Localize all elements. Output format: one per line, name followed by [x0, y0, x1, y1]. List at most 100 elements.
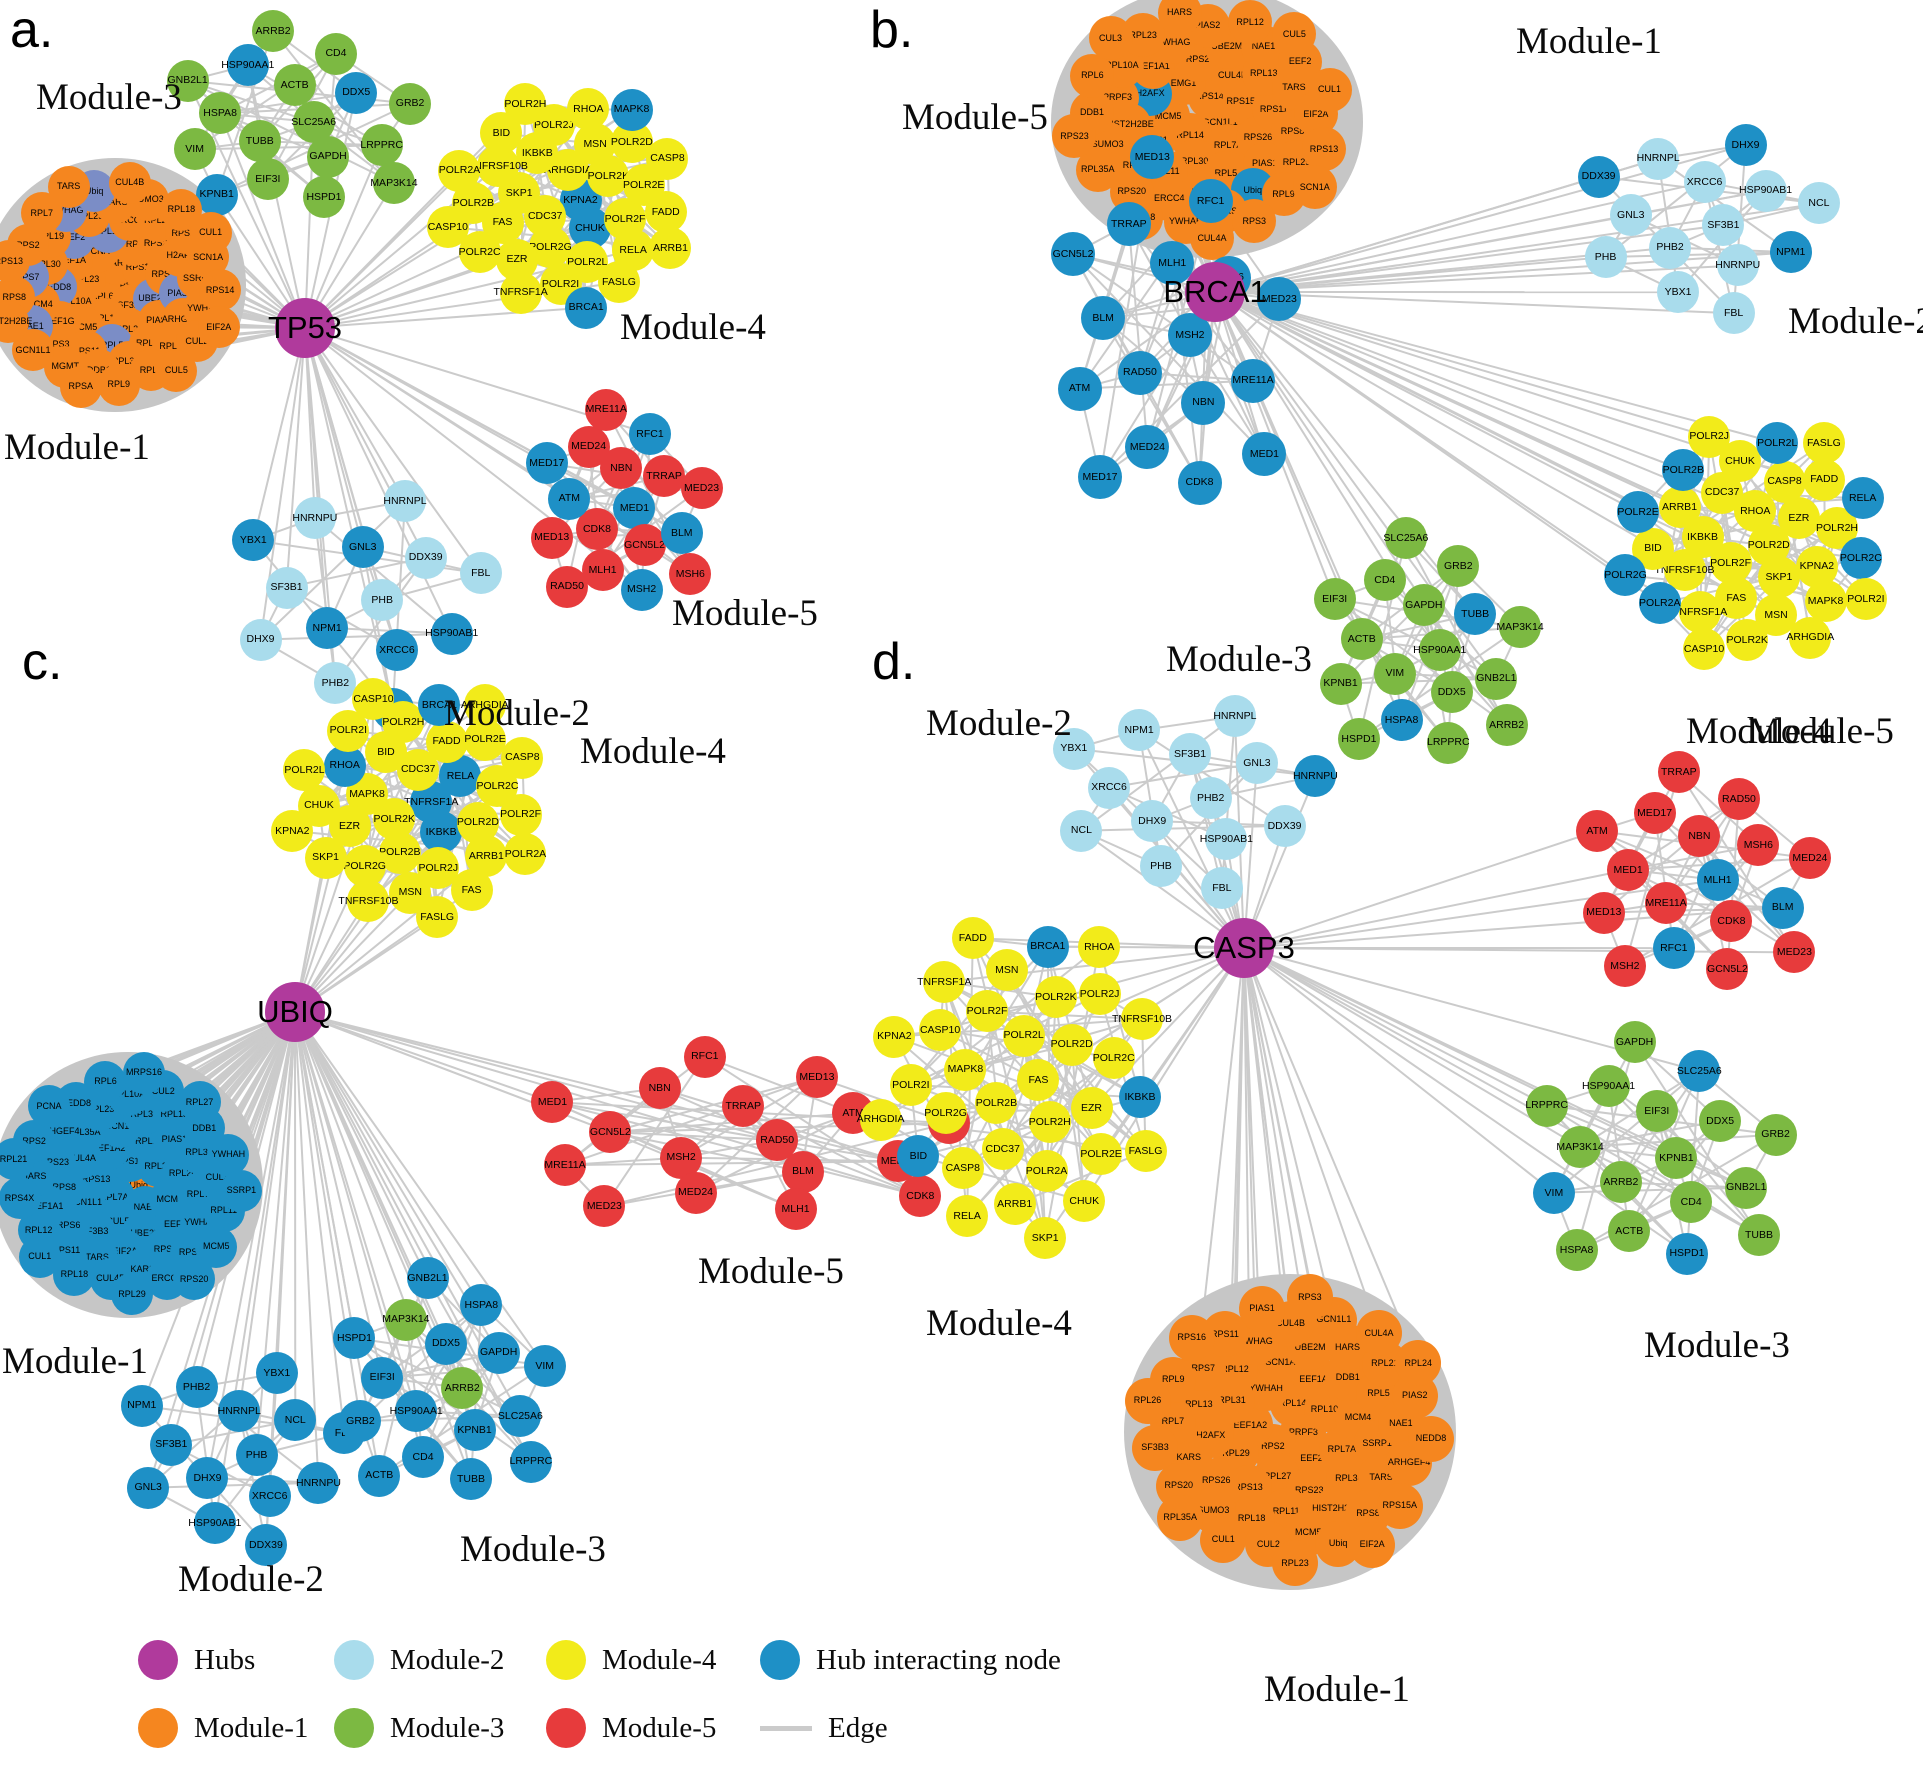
node-fbl[interactable]: FBL: [1200, 866, 1243, 909]
node-polr2i[interactable]: POLR2I: [539, 263, 582, 306]
node-ybx1[interactable]: YBX1: [1657, 271, 1700, 314]
node-ezr[interactable]: EZR: [1070, 1087, 1113, 1130]
node-cd4[interactable]: CD4: [1670, 1180, 1713, 1223]
node-ddx39[interactable]: DDX39: [404, 536, 447, 579]
node-tubb[interactable]: TUBB: [1454, 592, 1497, 635]
node-fas[interactable]: FAS: [450, 869, 493, 912]
node-rpl26[interactable]: RPL26: [1124, 1377, 1171, 1424]
node-med13[interactable]: MED13: [530, 516, 573, 559]
node-gcn5l2[interactable]: GCN5L2: [1706, 948, 1749, 991]
node-polr2b[interactable]: POLR2B: [975, 1082, 1018, 1125]
node-blm[interactable]: BLM: [781, 1150, 824, 1193]
node-polr2h[interactable]: POLR2H: [382, 700, 424, 743]
node-phb2[interactable]: PHB2: [314, 661, 357, 704]
node-mre11a[interactable]: MRE11A: [585, 388, 628, 431]
node-tnfrsf10b[interactable]: TNFRSF10B: [1112, 998, 1172, 1041]
node-npm1[interactable]: NPM1: [306, 606, 349, 649]
node-faslg[interactable]: FASLG: [1124, 1130, 1167, 1173]
node-blm[interactable]: BLM: [1761, 886, 1804, 929]
node-rfc1[interactable]: RFC1: [628, 412, 671, 455]
node-cd4[interactable]: CD4: [1363, 559, 1406, 602]
hub-casp3[interactable]: CASP3: [1193, 918, 1295, 978]
node-polr2g[interactable]: POLR2G: [343, 844, 386, 887]
node-hnrnpu[interactable]: HNRNPU: [296, 1461, 341, 1504]
node-rfc1[interactable]: RFC1: [1188, 179, 1233, 224]
node-rpl27[interactable]: RPL27: [178, 1081, 221, 1124]
node-trrap[interactable]: TRRAP: [643, 455, 686, 498]
node-rpl23[interactable]: RPL23: [1272, 1540, 1319, 1587]
node-ikbkb[interactable]: IKBKB: [1118, 1076, 1161, 1119]
node-npm1[interactable]: NPM1: [1118, 709, 1161, 752]
node-arrb1[interactable]: ARRB1: [993, 1183, 1036, 1226]
node-hnrnpl[interactable]: HNRNPL: [1637, 137, 1680, 180]
node-ncl[interactable]: NCL: [1060, 809, 1103, 852]
node-cul4a[interactable]: CUL4A: [1189, 216, 1234, 261]
node-slc25a6[interactable]: SLC25A6: [1383, 517, 1428, 560]
node-arrb1[interactable]: ARRB1: [1658, 485, 1701, 528]
node-gcn1l1[interactable]: GCN1L1: [1310, 1296, 1357, 1343]
node-grb2[interactable]: GRB2: [1754, 1113, 1797, 1156]
node-ezr[interactable]: EZR: [1777, 496, 1820, 539]
node-grb2[interactable]: GRB2: [339, 1400, 382, 1443]
node-fadd[interactable]: FADD: [644, 190, 687, 233]
node-blm[interactable]: BLM: [660, 512, 703, 555]
node-med1[interactable]: MED1: [1242, 432, 1287, 477]
node-lrpprc[interactable]: LRPPRC: [360, 124, 403, 167]
node-nbn[interactable]: NBN: [1181, 380, 1226, 425]
node-rps16[interactable]: RPS16: [1168, 1314, 1215, 1361]
node-med17[interactable]: MED17: [1633, 791, 1676, 834]
node-med1[interactable]: MED1: [1607, 848, 1650, 891]
node-gnb2l1[interactable]: GNB2L1: [166, 59, 209, 102]
node-mrps16[interactable]: MRPS16: [122, 1051, 165, 1094]
node-rps20[interactable]: RPS20: [173, 1258, 216, 1301]
node-polr2b[interactable]: POLR2B: [378, 831, 421, 874]
node-cul5[interactable]: CUL5: [155, 349, 198, 392]
node-fadd[interactable]: FADD: [951, 917, 994, 960]
node-phb2[interactable]: PHB2: [175, 1366, 218, 1409]
node-casp8[interactable]: CASP8: [941, 1146, 984, 1189]
node-polr2k[interactable]: POLR2K: [1726, 619, 1769, 662]
node-actb[interactable]: ACTB: [273, 64, 316, 107]
node-casp10[interactable]: CASP10: [352, 677, 395, 720]
node-fadd[interactable]: FADD: [425, 720, 468, 763]
node-gnb2l1[interactable]: GNB2L1: [406, 1257, 449, 1300]
node-med23[interactable]: MED23: [680, 467, 723, 510]
node-rpl24[interactable]: RPL24: [1395, 1340, 1442, 1387]
node-gcn5l2[interactable]: GCN5L2: [1051, 232, 1096, 277]
node-map3k14[interactable]: MAP3K14: [382, 1298, 430, 1341]
node-ddx39[interactable]: DDX39: [1577, 155, 1620, 198]
node-cdc37[interactable]: CDC37: [981, 1128, 1024, 1171]
node-dhx9[interactable]: DHX9: [1131, 799, 1174, 842]
node-rpl6[interactable]: RPL6: [1070, 53, 1115, 98]
node-fadd[interactable]: FADD: [1803, 458, 1846, 501]
node-rad50[interactable]: RAD50: [546, 565, 588, 608]
node-rpsa[interactable]: RPSA: [59, 365, 102, 408]
node-arrb2[interactable]: ARRB2: [1485, 703, 1528, 746]
node-rps14[interactable]: RPS14: [199, 269, 242, 312]
node-msn[interactable]: MSN: [574, 122, 617, 165]
node-nbn[interactable]: NBN: [638, 1067, 681, 1110]
node-polr2a[interactable]: POLR2A: [504, 832, 547, 875]
node-polr2h[interactable]: POLR2H: [504, 82, 546, 125]
node-grb2[interactable]: GRB2: [389, 82, 432, 125]
node-cd4[interactable]: CD4: [402, 1436, 445, 1479]
node-mre11a[interactable]: MRE11A: [1645, 881, 1688, 924]
node-med24[interactable]: MED24: [1125, 425, 1170, 470]
node-xrcc6[interactable]: XRCC6: [1088, 766, 1131, 809]
node-tubb[interactable]: TUBB: [238, 120, 281, 163]
node-rpl9[interactable]: RPL9: [97, 363, 140, 406]
node-fas[interactable]: FAS: [1715, 577, 1758, 620]
node-med23[interactable]: MED23: [1257, 277, 1302, 322]
node-faslg[interactable]: FASLG: [1802, 422, 1845, 465]
node-kpnb1[interactable]: KPNB1: [1655, 1137, 1698, 1179]
node-cul5[interactable]: CUL5: [1272, 12, 1317, 57]
node-phb2[interactable]: PHB2: [1189, 777, 1232, 819]
node-gapdh[interactable]: GAPDH: [307, 135, 350, 178]
node-mre11a[interactable]: MRE11A: [1231, 358, 1276, 403]
node-hsp90ab1[interactable]: HSP90AB1: [1200, 818, 1253, 861]
node-cul3[interactable]: CUL3: [1088, 16, 1133, 61]
node-ddx39[interactable]: DDX39: [244, 1523, 287, 1566]
node-slc25a6[interactable]: SLC25A6: [498, 1395, 543, 1438]
node-sf3b3[interactable]: SF3B3: [1132, 1424, 1179, 1471]
node-xrcc6[interactable]: XRCC6: [375, 628, 418, 671]
